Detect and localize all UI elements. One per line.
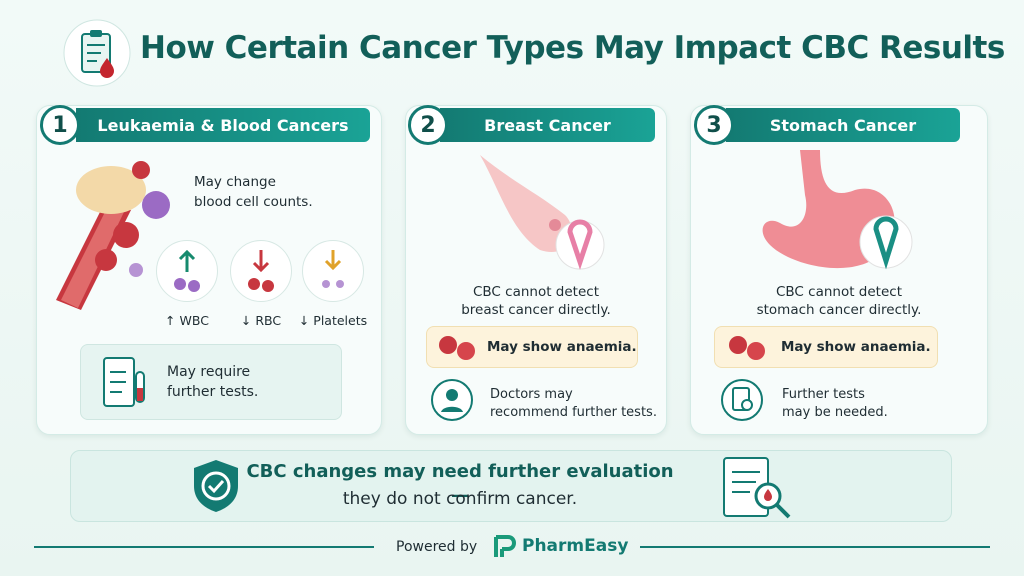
report-icon (723, 457, 791, 519)
card-title: Stomach Cancer (726, 108, 960, 142)
card-number: 3 (694, 105, 734, 145)
rbc-icon (729, 336, 765, 360)
divider (640, 546, 990, 548)
footer-prefix: Powered by (396, 539, 478, 555)
banner-text: they do not confirm cancer. (342, 489, 578, 509)
card-note: Further tests (782, 387, 865, 402)
card-note: further tests. (167, 384, 259, 400)
brand-logo (494, 535, 516, 557)
card-description: stomach cancer directly. (756, 302, 922, 318)
footer-brand: PharmEasy (522, 536, 629, 556)
indicator-label: ↓ RBC (240, 313, 282, 328)
card-note: Doctors may (490, 387, 573, 402)
test-icon (103, 357, 145, 407)
card-note: May require (167, 364, 251, 380)
indicator-glyphs (174, 249, 344, 292)
title: How Certain Cancer Types May Impact CBC … (140, 30, 1005, 66)
banner-text: CBC changes may need further evaluation … (246, 461, 674, 506)
card-number: 1 (40, 105, 80, 145)
indicator-label: ↓ Platelets (298, 313, 368, 328)
rbc-icon (439, 336, 475, 360)
card-description: CBC cannot detect (472, 284, 599, 300)
card-number: 2 (408, 105, 448, 145)
card-description: CBC cannot detect (775, 284, 902, 300)
stomach-illustration (762, 150, 913, 270)
divider (34, 546, 374, 548)
bone-illustration (56, 161, 170, 310)
search-icon (721, 379, 763, 421)
indicator-label: ↑ WBC (165, 313, 209, 328)
doctor-icon (431, 379, 473, 421)
shield-icon (194, 460, 238, 512)
breast-illustration (480, 155, 605, 270)
card-description: breast cancer directly. (461, 302, 611, 318)
card-note: recommend further tests. (490, 405, 657, 420)
note-box (80, 344, 342, 420)
clipboard-icon (63, 19, 131, 87)
card-title: Leukaemia & Blood Cancers (76, 108, 370, 142)
card-description: blood cell counts. (194, 194, 313, 210)
card-title: Breast Cancer (440, 108, 655, 142)
card-note: may be needed. (782, 405, 888, 420)
card-description: May change (194, 174, 276, 190)
